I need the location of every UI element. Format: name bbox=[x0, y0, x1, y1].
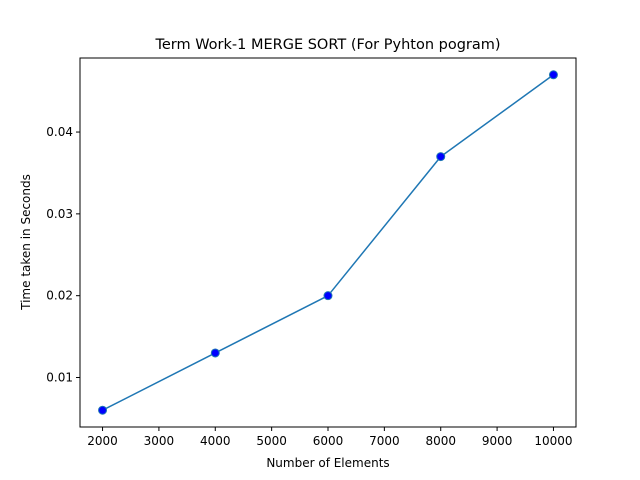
x-tick-label: 2000 bbox=[87, 434, 118, 448]
x-tick-label: 7000 bbox=[369, 434, 400, 448]
x-tick-label: 4000 bbox=[200, 434, 231, 448]
x-tick-label: 9000 bbox=[482, 434, 513, 448]
y-tick-label: 0.02 bbox=[46, 289, 73, 303]
x-axis-label: Number of Elements bbox=[266, 456, 389, 470]
x-tick-label: 5000 bbox=[256, 434, 287, 448]
y-tick-label: 0.01 bbox=[46, 371, 73, 385]
y-tick-label: 0.03 bbox=[46, 207, 73, 221]
data-point bbox=[323, 291, 333, 301]
x-tick-label: 3000 bbox=[144, 434, 175, 448]
chart-title: Term Work-1 MERGE SORT (For Pyhton pogra… bbox=[154, 37, 500, 53]
plot-area: 2000 3000 4000 5000 6000 7000 8000 9000 10000 0.0… bbox=[46, 57, 577, 448]
axes-frame bbox=[79, 57, 577, 428]
data-point bbox=[210, 348, 220, 358]
y-tick-label: 0.04 bbox=[46, 125, 73, 139]
data-point bbox=[98, 405, 108, 415]
x-tick-label: 10000 bbox=[534, 434, 572, 448]
y-axis-label: Time taken in Seconds bbox=[19, 174, 33, 311]
x-tick-label: 8000 bbox=[425, 434, 456, 448]
x-tick-label: 6000 bbox=[313, 434, 344, 448]
data-point bbox=[436, 152, 446, 162]
data-point bbox=[548, 70, 558, 80]
